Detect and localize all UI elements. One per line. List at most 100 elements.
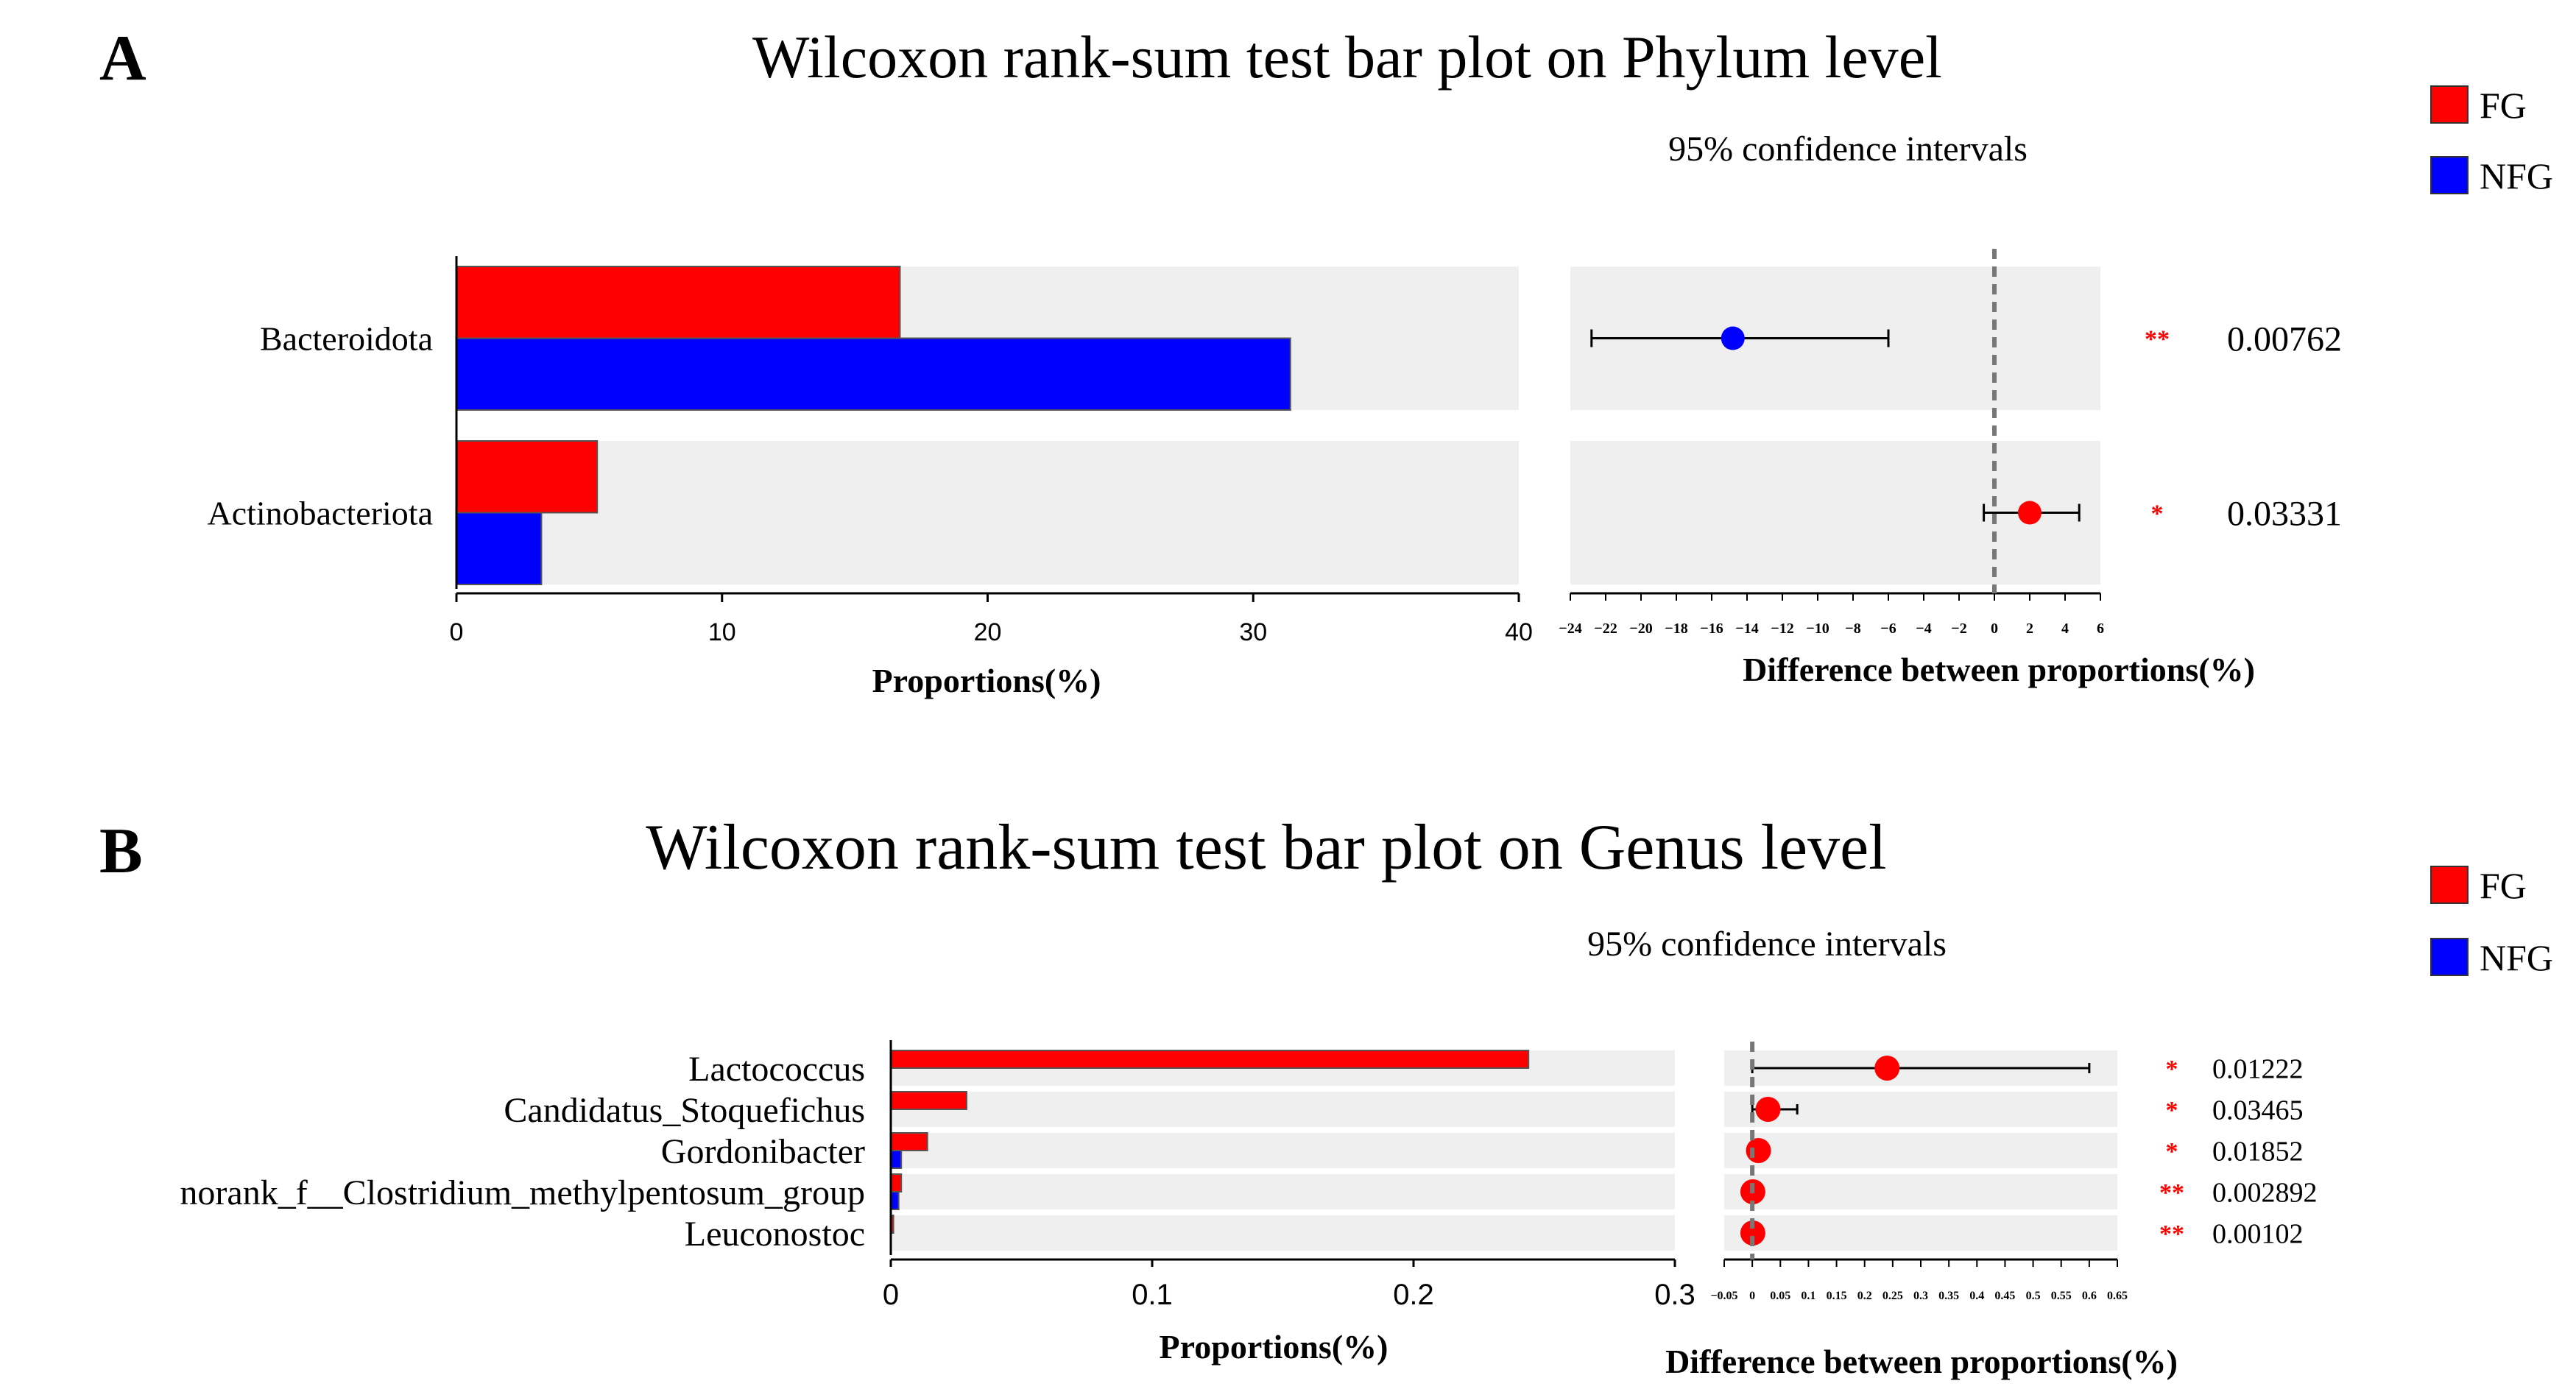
panel-0-bar-nfg-1 <box>456 512 543 585</box>
panel-b-label: B <box>99 816 143 887</box>
panel-1-bar-nfg-2 <box>890 1150 903 1169</box>
panel-1-band-left-4 <box>891 1215 1675 1251</box>
panel-b-xlabel: Proportions(%) <box>1160 1328 1388 1365</box>
panel-1-bar-fg-2 <box>890 1132 928 1151</box>
panel-0-category-label-0: Bacteroidota <box>260 320 433 358</box>
panel-0-category-label-1: Actinobacteriota <box>207 495 433 532</box>
panel-a-label: A <box>99 23 147 94</box>
panel-1-diff-tick-label-12: 0.55 <box>2051 1290 2072 1302</box>
panel-1-diff-tick-label-6: 0.25 <box>1882 1290 1903 1302</box>
panel-1-x-tick-label-1: 0.1 <box>1132 1279 1173 1311</box>
panel-1-diff-tick-label-10: 0.45 <box>1994 1290 2015 1302</box>
panel-1-bar-nfg-3 <box>890 1191 900 1210</box>
panel-1-significance-1: * <box>2166 1097 2178 1124</box>
panel-a-ci-label: 95% confidence intervals <box>1668 130 2028 169</box>
panel-1-diff-tick-label-8: 0.35 <box>1938 1290 1959 1302</box>
panel-0-significance-1: * <box>2151 500 2164 527</box>
panel-0-x-tick-label-0: 0 <box>450 618 464 646</box>
panel-1-band-left-3 <box>891 1174 1675 1209</box>
panel-0-bar-fg-1 <box>456 440 599 514</box>
panel-1-p-value-4: 0.00102 <box>2212 1218 2304 1249</box>
panel-1-p-value-3: 0.002892 <box>2212 1177 2318 1208</box>
panel-1-diff-tick-label-1: 0 <box>1749 1290 1755 1302</box>
panel-1-significance-4: ** <box>2159 1220 2184 1248</box>
panel-b-legend-fg-swatch <box>2430 866 2469 904</box>
panel-1-p-value-2: 0.01852 <box>2212 1136 2304 1167</box>
panel-b-legend-nfg-label: NFG <box>2480 937 2553 978</box>
panel-b-title: Wilcoxon rank-sum test bar plot on Genus… <box>646 812 1886 883</box>
panel-1-category-label-4: Leuconostoc <box>685 1215 865 1254</box>
panel-0-p-value-1: 0.03331 <box>2227 494 2342 533</box>
panel-0-diff-tick-label-0: −24 <box>1559 621 1581 637</box>
panel-1-band-left-2 <box>891 1133 1675 1168</box>
panel-0-x-tick-label-1: 10 <box>708 618 736 646</box>
panel-b-legend-fg-label: FG <box>2480 865 2527 906</box>
panel-0-bar-nfg-0 <box>456 337 1291 411</box>
panel-0-diff-tick-label-8: −8 <box>1845 621 1860 637</box>
panel-0-diff-tick-label-7: −10 <box>1806 621 1829 637</box>
panel-a-legend-fg-label: FG <box>2480 85 2527 126</box>
panel-1-category-label-1: Candidatus_Stoquefichus <box>504 1091 865 1130</box>
panel-1-diff-tick-label-4: 0.15 <box>1827 1290 1847 1302</box>
panel-1-diff-tick-label-5: 0.2 <box>1857 1290 1872 1302</box>
panel-b-ci-label: 95% confidence intervals <box>1587 925 1947 964</box>
panel-0-x-tick-label-3: 30 <box>1239 618 1267 646</box>
panel-1-bar-fg-0 <box>890 1050 1530 1069</box>
panel-b-legend-nfg-swatch <box>2430 938 2469 976</box>
panel-1-estimate-point-4 <box>1740 1220 1765 1246</box>
panel-a-xlabel: Proportions(%) <box>872 662 1101 699</box>
panel-0-diff-tick-label-13: 2 <box>2026 621 2033 637</box>
panel-1-x-tick-label-0: 0 <box>883 1279 899 1311</box>
panel-1-estimate-point-1 <box>1755 1097 1781 1122</box>
panel-0-significance-0: ** <box>2145 325 2170 353</box>
panel-1-p-value-1: 0.03465 <box>2212 1095 2304 1126</box>
panel-0-diff-tick-label-2: −20 <box>1629 621 1652 637</box>
panel-1-estimate-point-2 <box>1746 1138 1771 1163</box>
panel-a-legend-fg-swatch <box>2430 85 2469 124</box>
panel-1-diff-tick-label-0: −0.05 <box>1710 1290 1737 1302</box>
panel-1-bar-fg-1 <box>890 1091 967 1110</box>
panel-1-x-tick-label-3: 0.3 <box>1654 1279 1695 1311</box>
panel-0-diff-tick-label-14: 4 <box>2061 621 2069 637</box>
panel-1-diff-tick-label-3: 0.1 <box>1801 1290 1815 1302</box>
panel-1-significance-3: ** <box>2159 1179 2184 1206</box>
panel-0-band-left-1 <box>456 441 1519 584</box>
panel-0-diff-tick-label-4: −16 <box>1700 621 1723 637</box>
panel-0-diff-tick-label-3: −18 <box>1665 621 1687 637</box>
panel-1-significance-0: * <box>2166 1056 2178 1083</box>
panel-1-band-right-2 <box>1724 1133 2117 1168</box>
panel-1-diff-tick-label-2: 0.05 <box>1770 1290 1790 1302</box>
panel-0-diff-tick-label-1: −22 <box>1594 621 1617 637</box>
panel-1-band-left-1 <box>891 1092 1675 1127</box>
panel-1-diff-tick-label-13: 0.6 <box>2082 1290 2097 1302</box>
panel-0-diff-tick-label-9: −6 <box>1880 621 1896 637</box>
panel-0-estimate-point-1 <box>2018 501 2042 525</box>
panel-0-diff-tick-label-15: 6 <box>2097 621 2104 637</box>
panel-0-x-tick-label-2: 20 <box>974 618 1002 646</box>
panel-1-diff-tick-label-11: 0.5 <box>2026 1290 2041 1302</box>
panel-1-category-label-3: norank_f__Clostridium_methylpentosum_gro… <box>180 1173 865 1212</box>
panel-1-estimate-point-0 <box>1874 1056 1900 1081</box>
panel-1-p-value-0: 0.01222 <box>2212 1053 2304 1084</box>
panel-0-x-tick-label-4: 40 <box>1505 618 1533 646</box>
panel-1-band-right-4 <box>1724 1215 2117 1251</box>
panel-0-bar-fg-0 <box>456 266 901 339</box>
panel-0-p-value-0: 0.00762 <box>2227 319 2342 358</box>
panel-0-estimate-point-0 <box>1721 326 1745 350</box>
panel-1-diff-tick-label-7: 0.3 <box>1913 1290 1928 1302</box>
panel-0-diff-tick-label-11: −2 <box>1951 621 1966 637</box>
panel-a-diff-xlabel: Difference between proportions(%) <box>1743 651 2255 688</box>
panel-1-category-label-2: Gordonibacter <box>661 1132 865 1171</box>
panel-1-band-right-3 <box>1724 1174 2117 1209</box>
panel-0-diff-tick-label-10: −4 <box>1916 621 1931 637</box>
panel-b-diff-xlabel: Difference between proportions(%) <box>1665 1343 2178 1380</box>
panel-a-legend-nfg-swatch <box>2430 156 2469 194</box>
panel-1-diff-tick-label-14: 0.65 <box>2107 1290 2128 1302</box>
panel-1-diff-tick-label-9: 0.4 <box>1969 1290 1984 1302</box>
panel-1-significance-2: * <box>2166 1138 2178 1165</box>
panel-1-x-tick-label-2: 0.2 <box>1393 1279 1434 1311</box>
panel-a-title: Wilcoxon rank-sum test bar plot on Phylu… <box>752 24 1942 91</box>
panel-1-category-label-0: Lactococcus <box>688 1050 865 1089</box>
panel-0-diff-tick-label-6: −12 <box>1771 621 1793 637</box>
